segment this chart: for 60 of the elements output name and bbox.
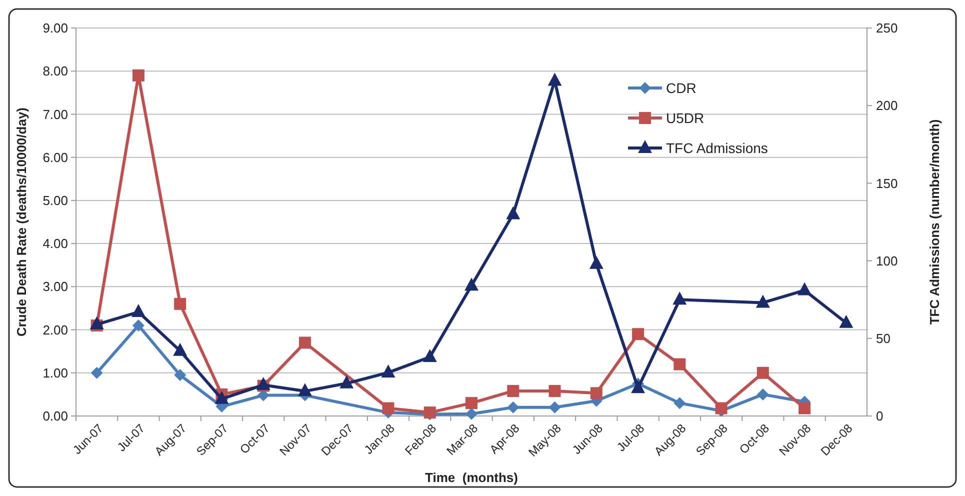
point <box>590 387 602 400</box>
point <box>506 206 520 220</box>
point <box>422 349 437 362</box>
y-tick-label: 5.00 <box>42 192 68 208</box>
point <box>174 369 186 382</box>
y-tick-label: 4.00 <box>42 236 68 252</box>
y2-tick-label: 100 <box>876 253 898 268</box>
y-axis-title: Crude Death Rate (deaths/10000/day) <box>14 107 29 337</box>
y-tick-label: 1.00 <box>42 365 68 380</box>
point <box>507 401 520 414</box>
y-tick-label: 7.00 <box>42 106 68 122</box>
point <box>90 316 104 330</box>
point <box>256 376 270 390</box>
point <box>507 384 520 397</box>
point <box>382 402 394 414</box>
point <box>132 319 144 332</box>
y2-tick-label: 250 <box>876 20 898 36</box>
point <box>466 408 478 420</box>
point <box>798 282 812 296</box>
y-tick-label: 2.00 <box>42 322 68 338</box>
point <box>466 397 478 410</box>
y2-tick-label: 150 <box>876 176 898 191</box>
point <box>589 256 604 269</box>
y-tick-label: 6.00 <box>42 150 68 165</box>
point <box>548 401 561 414</box>
y2-tick-label: 200 <box>876 98 898 114</box>
y2-axis-title: TFC Admissions (number/month) <box>927 119 942 325</box>
point <box>131 304 146 318</box>
point <box>298 336 311 349</box>
y-tick-label: 0.00 <box>42 408 68 424</box>
point <box>464 278 478 291</box>
legend-label: TFC Admissions <box>666 140 768 156</box>
point <box>132 69 144 82</box>
point <box>756 294 770 308</box>
y-tick-label: 3.00 <box>42 279 68 294</box>
y-tick-label: 8.00 <box>42 64 68 79</box>
point <box>298 383 312 396</box>
point <box>90 366 103 379</box>
point <box>174 298 186 310</box>
y2-tick-label: 50 <box>876 330 890 346</box>
legend-label: U5DR <box>666 110 704 126</box>
point <box>756 366 769 379</box>
point <box>756 388 769 400</box>
x-axis-title: Time (months) <box>425 470 518 485</box>
point <box>839 314 854 328</box>
point <box>173 342 188 356</box>
y-tick-label: 9.00 <box>42 20 68 36</box>
point <box>631 380 646 394</box>
point <box>674 358 686 370</box>
point <box>632 328 644 340</box>
point <box>214 390 229 404</box>
point <box>798 402 811 414</box>
point <box>672 292 687 305</box>
point <box>548 384 561 397</box>
point <box>548 72 562 86</box>
point <box>340 375 354 388</box>
y2-tick-label: 0 <box>876 408 884 424</box>
point <box>381 364 396 378</box>
point <box>674 397 686 410</box>
legend-label: CDR <box>666 80 696 96</box>
